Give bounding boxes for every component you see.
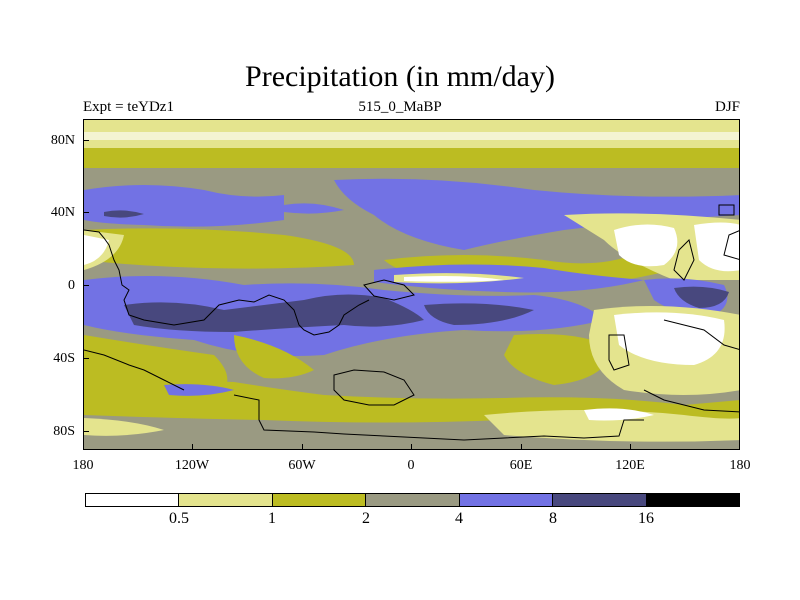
y-tick-mark xyxy=(83,358,89,359)
storm-track-central xyxy=(334,178,739,250)
experiment-label: Expt = teYDz1 xyxy=(83,99,174,115)
plot-title: Precipitation (in mm/day) xyxy=(245,60,555,93)
antarctic-pale-west xyxy=(84,418,164,436)
precipitation-map[interactable] xyxy=(83,119,740,450)
equatorial-white xyxy=(404,276,504,282)
color-legend xyxy=(85,493,740,507)
storm-track-west xyxy=(84,185,284,227)
east-dry-patch xyxy=(614,224,678,267)
antarctic-pale-east xyxy=(484,410,739,442)
legend-label-1: 1 xyxy=(268,510,276,527)
legend-swatch xyxy=(459,494,554,506)
y-tick-0: 0 xyxy=(68,278,75,293)
legend-swatch xyxy=(646,494,739,506)
legend-label-16: 16 xyxy=(638,510,654,527)
subtropic-south-mid xyxy=(234,335,314,379)
x-tick-0: 0 xyxy=(407,458,415,473)
x-tick-mark xyxy=(411,444,412,450)
far-east-dry-patch xyxy=(694,222,739,272)
x-tick-mark xyxy=(630,444,631,450)
southeast-dry xyxy=(614,312,725,365)
legend-swatch xyxy=(86,494,180,506)
x-tick-120w: 120W xyxy=(174,458,210,473)
map-canvas xyxy=(84,120,739,442)
west-dry-patch xyxy=(84,235,109,265)
y-tick-mark xyxy=(83,140,89,141)
tropical-south-dark-east xyxy=(424,303,534,325)
x-tick-180w: 180 xyxy=(72,458,94,473)
legend-swatch xyxy=(179,494,273,506)
legend-label-4: 4 xyxy=(455,510,463,527)
subtropic-south-atlantic xyxy=(504,334,614,385)
legend-swatch xyxy=(366,494,460,506)
storm-core-west xyxy=(104,210,144,218)
x-tick-mark xyxy=(521,444,522,450)
season-label: DJF xyxy=(714,99,740,115)
west-pacific-dark xyxy=(674,286,729,308)
coastlines xyxy=(84,204,739,441)
storm-track-link xyxy=(284,203,344,214)
legend-swatch xyxy=(553,494,647,506)
y-tick-80n: 80N xyxy=(50,133,75,148)
southern-blue-patch xyxy=(164,384,234,396)
arctic-yellow-band xyxy=(84,148,739,168)
x-tick-mark xyxy=(302,444,303,450)
antarctic-dry-patch xyxy=(584,408,654,421)
arctic-white-strip xyxy=(84,132,739,140)
x-tick-60w: 60W xyxy=(288,458,316,473)
legend-label-2: 2 xyxy=(362,510,370,527)
y-tick-mark xyxy=(83,212,89,213)
y-tick-40n: 40N xyxy=(50,205,75,220)
tropical-south-dark-west xyxy=(124,294,424,332)
x-tick-mark xyxy=(192,444,193,450)
y-tick-40s: 40S xyxy=(53,351,75,366)
y-tick-mark xyxy=(83,431,89,432)
legend-label-0-5: 0.5 xyxy=(169,510,189,527)
x-tick-180e: 180 xyxy=(729,458,751,473)
time-label: 515_0_MaBP xyxy=(358,99,442,115)
x-tick-60e: 60E xyxy=(509,458,533,473)
x-tick-120e: 120E xyxy=(615,458,645,473)
y-tick-mark xyxy=(83,285,89,286)
legend-label-8: 8 xyxy=(549,510,557,527)
subtropic-north-west xyxy=(84,228,354,269)
y-tick-80s: 80S xyxy=(53,424,75,439)
legend-swatch xyxy=(272,494,367,506)
